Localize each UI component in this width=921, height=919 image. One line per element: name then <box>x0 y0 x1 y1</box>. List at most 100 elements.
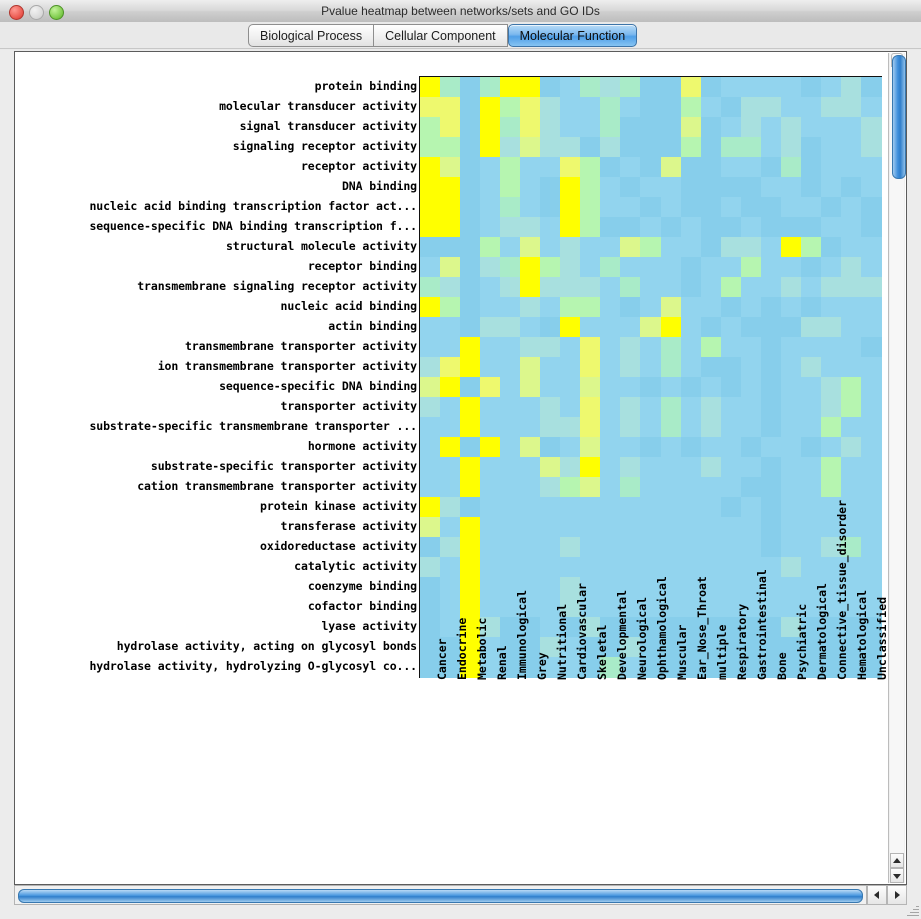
heatmap-cell[interactable] <box>600 237 622 258</box>
heatmap-cell[interactable] <box>800 237 822 258</box>
heatmap-cell[interactable] <box>500 97 521 118</box>
heatmap-cell[interactable] <box>420 577 441 598</box>
heatmap-cell[interactable] <box>700 397 722 418</box>
heatmap-cell[interactable] <box>740 377 762 398</box>
heatmap-cell[interactable] <box>540 337 561 358</box>
heatmap-cell[interactable] <box>620 317 642 338</box>
heatmap-cell[interactable] <box>680 317 702 338</box>
heatmap-cell[interactable] <box>740 217 762 238</box>
heatmap-cell[interactable] <box>520 497 541 518</box>
heatmap-cell[interactable] <box>840 457 862 478</box>
heatmap-cell[interactable] <box>660 157 682 178</box>
heatmap-cell[interactable] <box>680 497 702 518</box>
heatmap-cell[interactable] <box>700 617 722 638</box>
heatmap-cell[interactable] <box>460 517 481 538</box>
heatmap-cell[interactable] <box>460 457 481 478</box>
heatmap-cell[interactable] <box>820 257 842 278</box>
heatmap-cell[interactable] <box>420 437 441 458</box>
heatmap-cell[interactable] <box>720 277 742 298</box>
heatmap-cell[interactable] <box>480 97 501 118</box>
tab-molecular-function[interactable]: Molecular Function <box>507 24 638 47</box>
heatmap-cell[interactable] <box>580 437 601 458</box>
heatmap-cell[interactable] <box>500 477 521 498</box>
heatmap-cell[interactable] <box>640 237 662 258</box>
heatmap-cell[interactable] <box>700 417 722 438</box>
heatmap-cell[interactable] <box>800 357 822 378</box>
heatmap-cell[interactable] <box>820 517 842 538</box>
heatmap-cell[interactable] <box>540 457 561 478</box>
heatmap-cell[interactable] <box>820 457 842 478</box>
heatmap-cell[interactable] <box>620 657 642 678</box>
heatmap-cell[interactable] <box>820 117 842 138</box>
heatmap-cell[interactable] <box>680 637 702 658</box>
heatmap-cell[interactable] <box>720 97 742 118</box>
heatmap-cell[interactable] <box>840 397 862 418</box>
heatmap-cell[interactable] <box>580 337 601 358</box>
heatmap-cell[interactable] <box>600 557 622 578</box>
heatmap-cell[interactable] <box>680 437 702 458</box>
heatmap-cell[interactable] <box>820 277 842 298</box>
heatmap-cell[interactable] <box>740 257 762 278</box>
heatmap-cell[interactable] <box>500 617 521 638</box>
heatmap-cell[interactable] <box>460 437 481 458</box>
heatmap-cell[interactable] <box>440 317 461 338</box>
heatmap-cell[interactable] <box>460 577 481 598</box>
heatmap-cell[interactable] <box>520 237 541 258</box>
heatmap-cell[interactable] <box>460 537 481 558</box>
heatmap-cell[interactable] <box>480 337 501 358</box>
heatmap-cell[interactable] <box>620 397 642 418</box>
heatmap-cell[interactable] <box>840 217 862 238</box>
window-resize-grip[interactable] <box>905 904 919 918</box>
heatmap-cell[interactable] <box>420 417 441 438</box>
heatmap-cell[interactable] <box>620 417 642 438</box>
heatmap-cell[interactable] <box>540 617 561 638</box>
heatmap-cell[interactable] <box>740 97 762 118</box>
heatmap-cell[interactable] <box>740 317 762 338</box>
heatmap-cell[interactable] <box>780 377 802 398</box>
heatmap-cell[interactable] <box>700 317 722 338</box>
heatmap-cell[interactable] <box>440 197 461 218</box>
heatmap-cell[interactable] <box>480 77 501 98</box>
heatmap-cell[interactable] <box>840 277 862 298</box>
heatmap-cell[interactable] <box>820 157 842 178</box>
heatmap-cell[interactable] <box>840 577 862 598</box>
heatmap-cell[interactable] <box>460 217 481 238</box>
heatmap-cell[interactable] <box>800 517 822 538</box>
heatmap-cell[interactable] <box>640 137 662 158</box>
heatmap-cell[interactable] <box>800 257 822 278</box>
heatmap-cell[interactable] <box>500 637 521 658</box>
heatmap-cell[interactable] <box>740 557 762 578</box>
heatmap-cell[interactable] <box>720 457 742 478</box>
heatmap-cell[interactable] <box>660 497 682 518</box>
heatmap-cell[interactable] <box>860 417 882 438</box>
heatmap-cell[interactable] <box>840 297 862 318</box>
heatmap-cell[interactable] <box>420 117 441 138</box>
heatmap-cell[interactable] <box>680 357 702 378</box>
heatmap-cell[interactable] <box>700 257 722 278</box>
heatmap-cell[interactable] <box>600 217 622 238</box>
heatmap-cell[interactable] <box>800 97 822 118</box>
heatmap-cell[interactable] <box>740 357 762 378</box>
heatmap-cell[interactable] <box>480 417 501 438</box>
heatmap-cell[interactable] <box>420 357 441 378</box>
heatmap-cell[interactable] <box>760 257 782 278</box>
heatmap-cell[interactable] <box>560 377 581 398</box>
heatmap-cell[interactable] <box>820 297 842 318</box>
heatmap-cell[interactable] <box>820 657 842 678</box>
heatmap-cell[interactable] <box>740 397 762 418</box>
heatmap-cell[interactable] <box>760 157 782 178</box>
heatmap-cell[interactable] <box>720 657 742 678</box>
heatmap-cell[interactable] <box>700 277 722 298</box>
heatmap-cell[interactable] <box>420 537 441 558</box>
heatmap-cell[interactable] <box>620 137 642 158</box>
heatmap-cell[interactable] <box>620 97 642 118</box>
heatmap-cell[interactable] <box>680 617 702 638</box>
heatmap-cell[interactable] <box>640 337 662 358</box>
heatmap-cell[interactable] <box>480 277 501 298</box>
heatmap-cell[interactable] <box>580 377 601 398</box>
heatmap-cell[interactable] <box>480 457 501 478</box>
heatmap-cell[interactable] <box>640 437 662 458</box>
heatmap-cell[interactable] <box>420 377 441 398</box>
heatmap-cell[interactable] <box>800 177 822 198</box>
heatmap-cell[interactable] <box>760 197 782 218</box>
